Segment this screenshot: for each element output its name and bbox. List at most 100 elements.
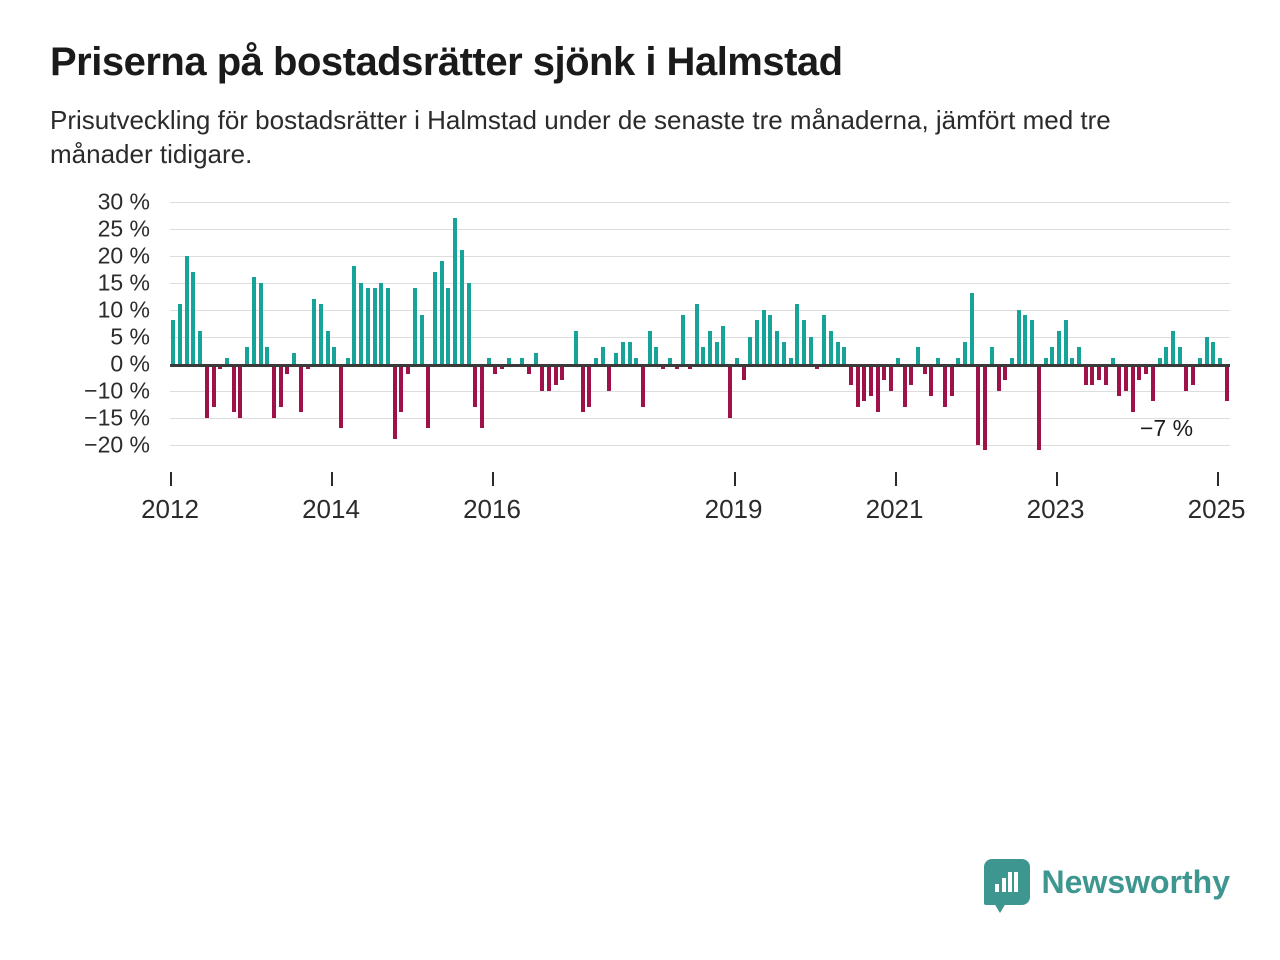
- bar-126: [1017, 310, 1021, 364]
- x-label-2023: 2023: [1027, 494, 1085, 525]
- bar-21: [312, 299, 316, 364]
- bar-2: [185, 256, 189, 364]
- bar-154: [1205, 337, 1209, 364]
- bar-70: [641, 364, 645, 407]
- chart-title: Priserna på bostadsrätter sjönk i Halmst…: [50, 40, 1230, 85]
- bar-81: [715, 342, 719, 364]
- bar-9: [232, 364, 236, 413]
- bar-157: [1225, 364, 1229, 402]
- bar-89: [768, 315, 772, 364]
- bar-60: [574, 331, 578, 363]
- bar-15: [272, 364, 276, 418]
- bar-54: [534, 353, 538, 364]
- x-label-2019: 2019: [705, 494, 763, 525]
- bar-37: [420, 315, 424, 364]
- bar-104: [869, 364, 873, 396]
- y-tick-neg15: −15 %: [84, 404, 150, 431]
- x-tick-2014: [331, 472, 333, 486]
- bar-152: [1191, 364, 1195, 386]
- bar-110: [909, 364, 913, 386]
- bar-88: [762, 310, 766, 364]
- y-tick-15: 15 %: [98, 269, 150, 296]
- bar-25: [339, 364, 343, 429]
- chart-area: 30 % 25 % 20 % 15 % 10 % 5 % 0 % −10 % −…: [50, 202, 1230, 532]
- bar-6: [212, 364, 216, 407]
- bar-101: [849, 364, 853, 386]
- bar-16: [279, 364, 283, 407]
- bar-1: [178, 304, 182, 363]
- bar-91: [782, 342, 786, 364]
- bar-43: [460, 250, 464, 363]
- plot-area: −7 %: [170, 202, 1230, 472]
- bar-139: [1104, 364, 1108, 386]
- bar-118: [963, 342, 967, 364]
- y-tick-25: 25 %: [98, 215, 150, 242]
- bar-27: [352, 266, 356, 363]
- brand-logo: Newsworthy: [984, 859, 1230, 905]
- bar-99: [836, 342, 840, 364]
- x-tick-2025: [1217, 472, 1219, 486]
- bar-141: [1117, 364, 1121, 396]
- bar-39: [433, 272, 437, 364]
- bar-13: [259, 283, 263, 364]
- bar-4: [198, 331, 202, 363]
- bar-143: [1131, 364, 1135, 413]
- bar-23: [326, 331, 330, 363]
- bar-120: [976, 364, 980, 445]
- y-tick-neg10: −10 %: [84, 377, 150, 404]
- bar-33: [393, 364, 397, 440]
- bar-87: [755, 320, 759, 363]
- bar-94: [802, 320, 806, 363]
- bar-129: [1037, 364, 1041, 450]
- bar-121: [983, 364, 987, 450]
- bar-18: [292, 353, 296, 364]
- logo-icon: [984, 859, 1030, 905]
- bar-136: [1084, 364, 1088, 386]
- y-tick-10: 10 %: [98, 296, 150, 323]
- bar-66: [614, 353, 618, 364]
- bar-119: [970, 293, 974, 363]
- brand-name: Newsworthy: [1042, 864, 1230, 901]
- bar-155: [1211, 342, 1215, 364]
- bar-65: [607, 364, 611, 391]
- bar-80: [708, 331, 712, 363]
- bar-38: [426, 364, 430, 429]
- bar-32: [386, 288, 390, 364]
- bar-56: [547, 364, 551, 391]
- bar-137: [1090, 364, 1094, 386]
- y-tick-neg20: −20 %: [84, 431, 150, 458]
- y-tick-0: 0 %: [110, 350, 150, 377]
- bar-55: [540, 364, 544, 391]
- bar-12: [252, 277, 256, 363]
- bar-79: [701, 347, 705, 363]
- bar-67: [621, 342, 625, 364]
- bar-86: [748, 337, 752, 364]
- bar-128: [1030, 320, 1034, 363]
- chart-page: Priserna på bostadsrätter sjönk i Halmst…: [0, 0, 1280, 960]
- bar-41: [446, 288, 450, 364]
- bar-115: [943, 364, 947, 407]
- bar-78: [695, 304, 699, 363]
- bar-102: [856, 364, 860, 407]
- bar-62: [587, 364, 591, 407]
- bar-10: [238, 364, 242, 418]
- x-axis: 2012 2014 2016 2019 2021 2023 2025: [170, 472, 1230, 532]
- bar-34: [399, 364, 403, 413]
- chart-subtitle: Prisutveckling för bostadsrätter i Halms…: [50, 103, 1200, 172]
- bar-103: [862, 364, 866, 402]
- x-label-2016: 2016: [463, 494, 521, 525]
- bar-146: [1151, 364, 1155, 402]
- bar-11: [245, 347, 249, 363]
- x-label-2021: 2021: [866, 494, 924, 525]
- y-axis-labels: 30 % 25 % 20 % 15 % 10 % 5 % 0 % −10 % −…: [50, 202, 160, 472]
- x-label-2025: 2025: [1188, 494, 1246, 525]
- bar-68: [628, 342, 632, 364]
- bar-148: [1164, 347, 1168, 363]
- bar-22: [319, 304, 323, 363]
- bar-105: [876, 364, 880, 413]
- bar-111: [916, 347, 920, 363]
- bar-72: [654, 347, 658, 363]
- x-label-2014: 2014: [302, 494, 360, 525]
- bar-71: [648, 331, 652, 363]
- bar-61: [581, 364, 585, 413]
